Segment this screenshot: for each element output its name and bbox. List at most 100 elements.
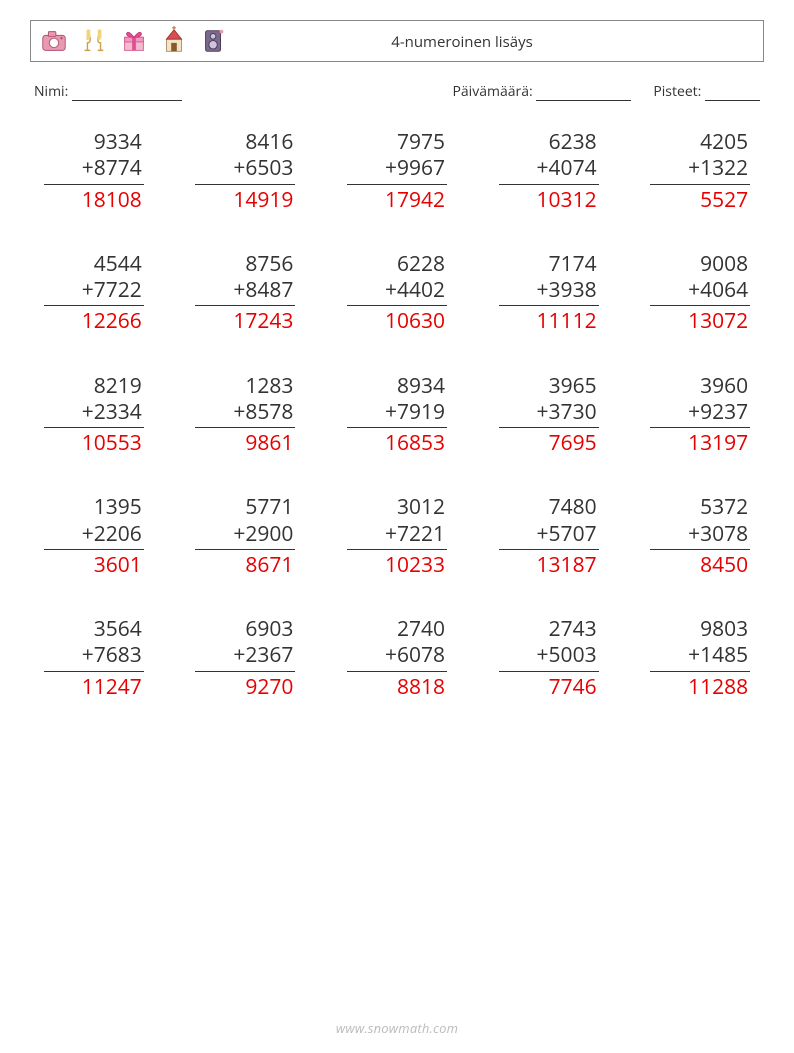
addend-top: 2743: [499, 616, 599, 642]
score-blank[interactable]: [705, 86, 760, 101]
glasses-icon: [79, 26, 109, 56]
addend-top: 3965: [499, 373, 599, 399]
addend-top: 7975: [347, 129, 447, 155]
problem: 6238+407410312: [499, 129, 599, 213]
addend-bottom: +5003: [499, 642, 599, 671]
answer: 17942: [347, 185, 447, 213]
name-blank[interactable]: [72, 86, 182, 101]
addend-top: 3564: [44, 616, 144, 642]
problem: 9334+877418108: [44, 129, 144, 213]
title-wrap: 4-numeroinen lisäys: [229, 30, 755, 52]
problem: 9803+148511288: [650, 616, 750, 700]
answer: 9861: [195, 428, 295, 456]
problem: 7480+570713187: [499, 494, 599, 578]
addend-top: 6228: [347, 251, 447, 277]
gift-icon: [119, 26, 149, 56]
addend-bottom: +8774: [44, 155, 144, 184]
addend-bottom: +4064: [650, 277, 750, 306]
problem: 1283+85789861: [195, 373, 295, 457]
addend-top: 6238: [499, 129, 599, 155]
problem: 8219+233410553: [44, 373, 144, 457]
date-label: Päivämäärä:: [452, 82, 532, 101]
name-field: Nimi:: [34, 82, 452, 101]
addend-top: 7480: [499, 494, 599, 520]
date-field: Päivämäärä:: [452, 82, 631, 101]
addend-bottom: +9237: [650, 399, 750, 428]
camera-icon: [39, 26, 69, 56]
addend-top: 1395: [44, 494, 144, 520]
problem: 8934+791916853: [347, 373, 447, 457]
answer: 5527: [650, 185, 750, 213]
addend-top: 8756: [195, 251, 295, 277]
addend-bottom: +7221: [347, 521, 447, 550]
addend-bottom: +1322: [650, 155, 750, 184]
answer: 8671: [195, 550, 295, 578]
addend-bottom: +2367: [195, 642, 295, 671]
problem: 8756+848717243: [195, 251, 295, 335]
score-label: Pisteet:: [653, 82, 701, 101]
addend-bottom: +7919: [347, 399, 447, 428]
answer: 10553: [44, 428, 144, 456]
answer: 8818: [347, 672, 447, 700]
addend-top: 6903: [195, 616, 295, 642]
addend-top: 9008: [650, 251, 750, 277]
answer: 8450: [650, 550, 750, 578]
addend-bottom: +7722: [44, 277, 144, 306]
addend-bottom: +3938: [499, 277, 599, 306]
problem: 6903+23679270: [195, 616, 295, 700]
addend-top: 3960: [650, 373, 750, 399]
answer: 14919: [195, 185, 295, 213]
problem: 2740+60788818: [347, 616, 447, 700]
addend-bottom: +6078: [347, 642, 447, 671]
problem: 4544+772212266: [44, 251, 144, 335]
answer: 7695: [499, 428, 599, 456]
answer: 7746: [499, 672, 599, 700]
answer: 12266: [44, 306, 144, 334]
problem: 5771+29008671: [195, 494, 295, 578]
name-label: Nimi:: [34, 82, 68, 101]
speaker-icon: [199, 26, 229, 56]
addend-bottom: +6503: [195, 155, 295, 184]
addend-bottom: +2900: [195, 521, 295, 550]
problem: 3012+722110233: [347, 494, 447, 578]
date-blank[interactable]: [536, 86, 631, 101]
addend-bottom: +5707: [499, 521, 599, 550]
problem: 2743+50037746: [499, 616, 599, 700]
addend-top: 8219: [44, 373, 144, 399]
problem: 7975+996717942: [347, 129, 447, 213]
answer: 18108: [44, 185, 144, 213]
addend-top: 8416: [195, 129, 295, 155]
problem: 7174+393811112: [499, 251, 599, 335]
problem: 6228+440210630: [347, 251, 447, 335]
addend-top: 1283: [195, 373, 295, 399]
problem: 3965+37307695: [499, 373, 599, 457]
worksheet-title: 4-numeroinen lisäys: [391, 32, 533, 52]
addend-top: 9803: [650, 616, 750, 642]
addend-bottom: +8578: [195, 399, 295, 428]
problem: 3564+768311247: [44, 616, 144, 700]
addend-bottom: +9967: [347, 155, 447, 184]
answer: 3601: [44, 550, 144, 578]
problem: 5372+30788450: [650, 494, 750, 578]
addend-top: 7174: [499, 251, 599, 277]
addend-bottom: +7683: [44, 642, 144, 671]
problem: 3960+923713197: [650, 373, 750, 457]
footer-link: www.snowmath.com: [0, 1019, 794, 1037]
addend-bottom: +3078: [650, 521, 750, 550]
addend-bottom: +1485: [650, 642, 750, 671]
answer: 11247: [44, 672, 144, 700]
answer: 10233: [347, 550, 447, 578]
addend-top: 3012: [347, 494, 447, 520]
header-icons: [39, 26, 229, 56]
addend-bottom: +2334: [44, 399, 144, 428]
addend-top: 4205: [650, 129, 750, 155]
addend-top: 2740: [347, 616, 447, 642]
addend-bottom: +2206: [44, 521, 144, 550]
answer: 10630: [347, 306, 447, 334]
header-box: 4-numeroinen lisäys: [30, 20, 764, 62]
answer: 16853: [347, 428, 447, 456]
problem: 9008+406413072: [650, 251, 750, 335]
addend-top: 8934: [347, 373, 447, 399]
answer: 10312: [499, 185, 599, 213]
problem: 4205+13225527: [650, 129, 750, 213]
